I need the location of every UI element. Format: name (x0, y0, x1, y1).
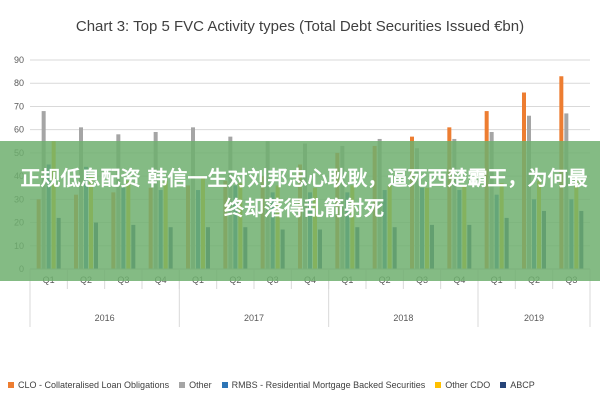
legend-swatch (8, 382, 14, 388)
legend-item: RMBS - Residential Mortgage Backed Secur… (221, 380, 426, 390)
legend-item: Other CDO (435, 380, 490, 390)
x-group-label: 2016 (95, 313, 115, 323)
legend-item: CLO - Collateralised Loan Obligations (8, 380, 169, 390)
legend-label: ABCP (510, 380, 535, 390)
y-tick-label: 70 (14, 101, 24, 111)
legend-item: Other (179, 380, 212, 390)
x-group-label: 2017 (244, 313, 264, 323)
banner-text[interactable]: 正规低息配资 韩信一生对刘邦忠心耿耿，逼死西楚霸王，为何最终却落得乱箭射死 (20, 166, 588, 220)
legend-swatch (221, 382, 228, 388)
legend-label: Other (189, 380, 212, 390)
y-tick-label: 90 (14, 55, 24, 65)
y-tick-label: 60 (14, 125, 24, 135)
legend-label: RMBS - Residential Mortgage Backed Secur… (231, 380, 426, 390)
chart-legend: CLO - Collateralised Loan Obligations Oth… (8, 376, 598, 394)
x-group-label: 2019 (524, 313, 544, 323)
banner-overlay (0, 141, 600, 281)
legend-swatch (179, 382, 186, 388)
legend-swatch (435, 382, 442, 388)
y-tick-label: 80 (14, 78, 24, 88)
legend-swatch (500, 382, 507, 388)
legend-item: ABCP (500, 380, 535, 390)
chart-title: Chart 3: Top 5 FVC Activity types (Total… (75, 18, 525, 35)
x-group-label: 2018 (393, 313, 413, 323)
legend-label: Other CDO (445, 380, 491, 390)
legend-label: CLO - Collateralised Loan Obligations (18, 380, 170, 390)
